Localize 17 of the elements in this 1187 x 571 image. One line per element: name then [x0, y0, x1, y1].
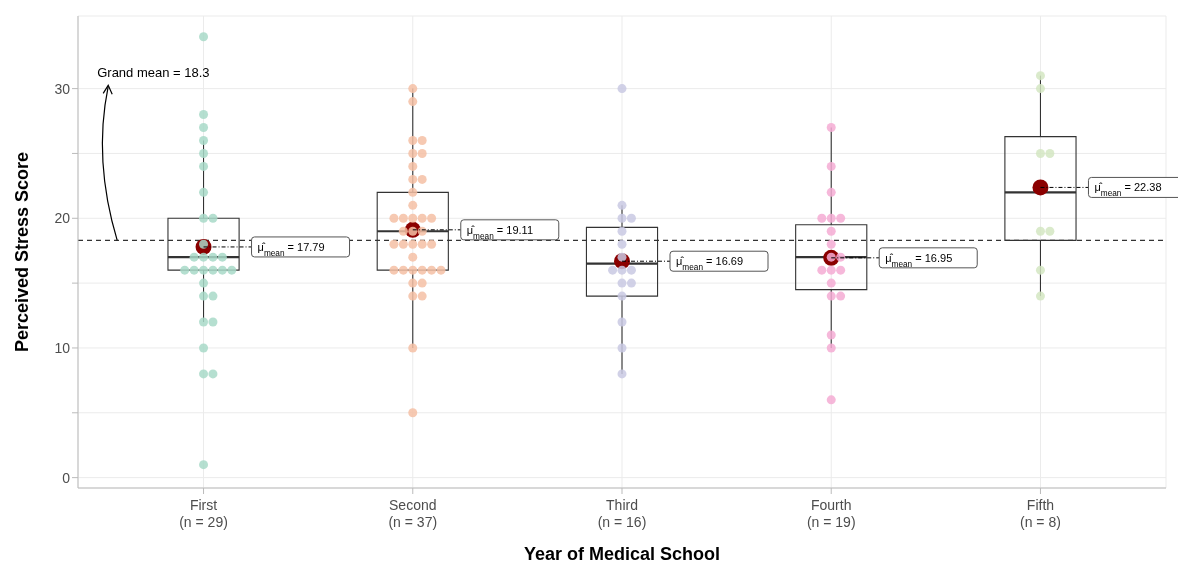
y-tick-label: 10: [54, 339, 71, 356]
x-tick-label: Second (n = 37): [388, 497, 438, 530]
annotation: μ̂$_{mean}$ = 22.38: [1094, 181, 1162, 198]
annotation: μ̂$_{mean}$ = 16.69: [676, 255, 744, 272]
y-axis-title: Perceived Stress Score: [12, 151, 33, 353]
annotation: μ̂$_{mean}$ = 19.11: [466, 223, 533, 241]
x-tick-label: First (n = 29): [179, 497, 228, 530]
x-tick-label: Fifth (n = 8): [1020, 497, 1061, 530]
y-tick-label: 0: [62, 469, 71, 486]
ref-line-label: Grand mean = 18.3: [97, 65, 210, 81]
x-tick-label: Third (n = 16): [597, 497, 647, 530]
annotation: μ̂$_{mean}$ = 17.79: [257, 240, 325, 258]
y-tick-label: 20: [54, 210, 71, 227]
x-axis-title: Year of Medical School: [523, 544, 721, 564]
annotation: μ̂$_{mean}$ = 16.95: [885, 251, 953, 269]
y-tick-label: 30: [54, 80, 71, 97]
x-tick-label: Fourth (n = 19): [806, 497, 856, 530]
